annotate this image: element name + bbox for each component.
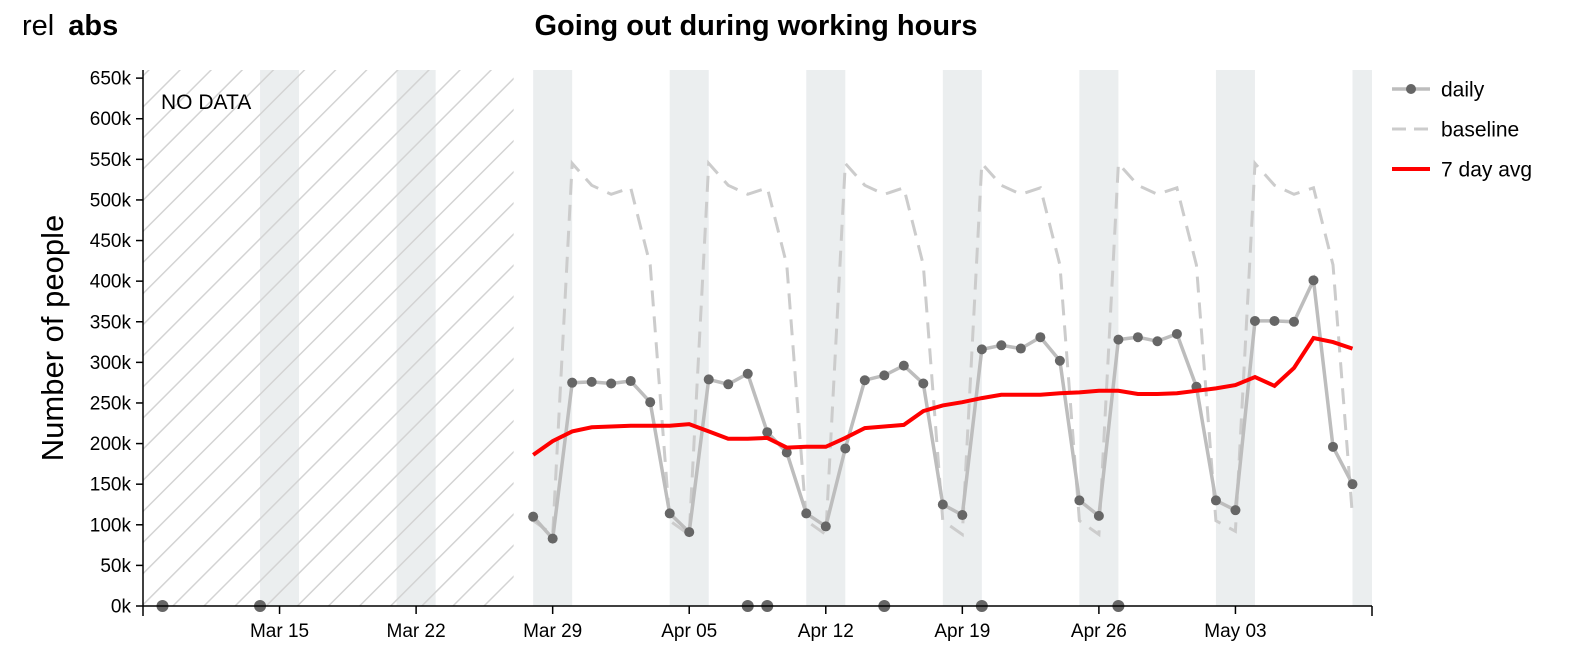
rel-abs-toggle: rel abs bbox=[22, 10, 118, 43]
daily-point bbox=[1308, 275, 1319, 286]
y-tick-label: 150k bbox=[90, 475, 132, 496]
daily-point bbox=[742, 368, 753, 379]
weekend-band bbox=[1352, 70, 1372, 606]
x-tick-label: Mar 15 bbox=[250, 621, 309, 642]
avg-line bbox=[532, 335, 1354, 457]
daily-point bbox=[1171, 328, 1182, 339]
daily-point bbox=[1210, 495, 1221, 506]
no-data-region: NO DATA bbox=[143, 70, 514, 606]
daily-point bbox=[762, 427, 773, 438]
daily-point bbox=[1015, 343, 1026, 354]
daily-point bbox=[703, 374, 714, 385]
daily-point bbox=[957, 510, 968, 521]
daily-point bbox=[606, 378, 617, 389]
y-tick-label: 100k bbox=[90, 515, 132, 536]
daily-point bbox=[1132, 332, 1143, 343]
daily-point bbox=[1074, 495, 1085, 506]
daily-point bbox=[684, 527, 695, 538]
y-tick-label: 650k bbox=[90, 69, 132, 90]
daily-point bbox=[918, 378, 929, 389]
daily-point bbox=[1230, 505, 1241, 516]
daily-point bbox=[586, 376, 597, 387]
y-tick-label: 400k bbox=[90, 272, 132, 293]
daily-point bbox=[645, 397, 656, 408]
daily-point bbox=[547, 533, 558, 544]
y-tick-label: 300k bbox=[90, 353, 132, 374]
daily-point bbox=[859, 375, 870, 386]
no-data-label: NO DATA bbox=[161, 91, 251, 114]
legend-marker-daily bbox=[1406, 84, 1416, 94]
x-tick-label: Mar 22 bbox=[387, 621, 446, 642]
no-data-hatch bbox=[143, 70, 514, 606]
rel-toggle-button[interactable]: rel bbox=[22, 10, 55, 42]
daily-point bbox=[937, 499, 948, 510]
daily-point bbox=[1288, 316, 1299, 327]
daily-point bbox=[664, 508, 675, 519]
weekend-band bbox=[1215, 70, 1255, 606]
x-tick-label: Mar 29 bbox=[523, 621, 582, 642]
daily-point bbox=[1113, 334, 1124, 345]
daily-point bbox=[1093, 510, 1104, 521]
daily-point bbox=[1054, 355, 1065, 366]
daily-point bbox=[879, 370, 890, 381]
daily-point bbox=[1327, 441, 1338, 452]
axes: 0k 50k 100k 150k 200k 250k 300k 350k 400k 450k 500… bbox=[35, 69, 1373, 642]
y-axis-label: Number of people bbox=[35, 215, 70, 461]
daily-point bbox=[898, 360, 909, 371]
daily-point bbox=[528, 511, 539, 522]
daily-point bbox=[976, 344, 987, 355]
x-tick-label: Apr 12 bbox=[798, 621, 854, 642]
daily-point bbox=[1269, 315, 1280, 326]
daily-point bbox=[996, 340, 1007, 351]
weekend-band bbox=[942, 70, 982, 606]
y-tick-label: 200k bbox=[90, 434, 132, 455]
x-tick-label: Apr 05 bbox=[661, 621, 717, 642]
legend: daily baseline 7 day avg bbox=[1392, 79, 1532, 182]
y-tick-label: 450k bbox=[90, 231, 132, 252]
daily-point bbox=[1347, 479, 1358, 490]
daily-point bbox=[1249, 315, 1260, 326]
y-tick-label: 550k bbox=[90, 150, 132, 171]
daily-point bbox=[723, 379, 734, 390]
x-tick-label: Apr 19 bbox=[934, 621, 990, 642]
daily-point bbox=[801, 508, 812, 519]
baseline-line bbox=[532, 159, 1354, 538]
daily-point bbox=[567, 377, 578, 388]
daily-point bbox=[1035, 332, 1046, 343]
daily-point bbox=[625, 376, 636, 387]
abs-toggle-button[interactable]: abs bbox=[68, 10, 119, 42]
x-tick-label: Apr 26 bbox=[1071, 621, 1127, 642]
legend-label: 7 day avg bbox=[1441, 159, 1532, 182]
y-tick-label: 350k bbox=[90, 312, 132, 333]
x-tick-label: May 03 bbox=[1204, 621, 1266, 642]
y-tick-label: 500k bbox=[90, 190, 132, 211]
chart-title: Going out during working hours bbox=[534, 10, 978, 42]
legend-label: baseline bbox=[1441, 119, 1519, 142]
y-tick-label: 0k bbox=[111, 597, 132, 618]
daily-point bbox=[1152, 336, 1163, 347]
series-layer bbox=[156, 159, 1358, 612]
daily-point bbox=[820, 521, 831, 532]
weekend-band bbox=[1079, 70, 1119, 606]
y-tick-label: 250k bbox=[90, 393, 132, 414]
daily-point bbox=[781, 447, 792, 458]
y-tick-label: 600k bbox=[90, 109, 132, 130]
y-tick-label: 50k bbox=[100, 556, 131, 577]
legend-label: daily bbox=[1441, 79, 1485, 102]
daily-point bbox=[840, 443, 851, 454]
